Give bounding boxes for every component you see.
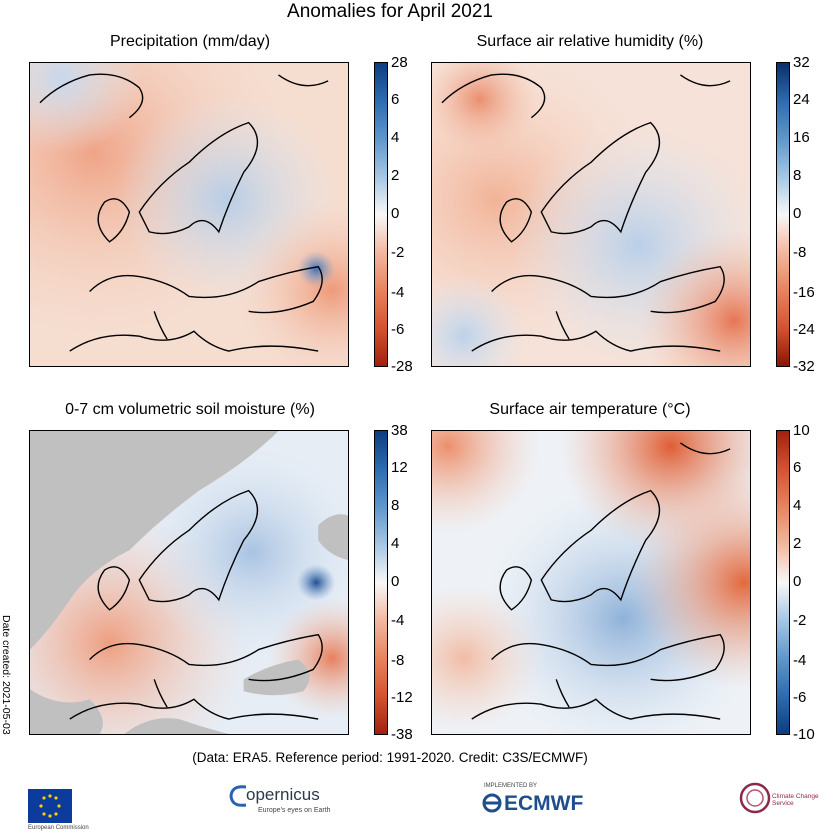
colorbar-precipitation-tick: 2 bbox=[391, 167, 400, 184]
colorbar-soil-moisture-tick: 12 bbox=[391, 459, 408, 476]
copernicus-logo-icon bbox=[229, 785, 247, 807]
panel-title-temperature: Surface air temperature (°C) bbox=[489, 401, 691, 418]
colorbar-precipitation-tick: -6 bbox=[391, 321, 405, 338]
c3s-logo[interactable]: Climate Change Service bbox=[738, 775, 828, 835]
colorbar-precipitation-tick: -4 bbox=[391, 284, 405, 301]
map-temperature-field bbox=[432, 431, 750, 734]
eu-flag-icon bbox=[28, 789, 72, 823]
map-precipitation-field bbox=[30, 63, 348, 366]
colorbar-precipitation-tick: 6 bbox=[391, 91, 400, 108]
colorbar-humidity-tick: 8 bbox=[793, 167, 802, 184]
colorbar-humidity-tick: 0 bbox=[793, 205, 802, 222]
copernicus-tagline: Europe's eyes on Earth bbox=[258, 807, 331, 814]
colorbar-precipitation-tick: -28 bbox=[391, 358, 413, 375]
colorbar-humidity-tick: -24 bbox=[793, 321, 815, 338]
figure-title: Anomalies for April 2021 bbox=[287, 1, 493, 22]
data-credit-footer: (Data: ERA5. Reference period: 1991-2020… bbox=[192, 750, 588, 765]
colorbar-temperature-tick: -4 bbox=[793, 652, 807, 669]
colorbar-soil-moisture-tick: -12 bbox=[391, 689, 413, 706]
copernicus-logo[interactable]: opernicus Europe's eyes on Earth bbox=[228, 775, 331, 835]
date-created-label: Date created: 2021-05-03 bbox=[0, 615, 12, 735]
colorbar-temperature-tick: 0 bbox=[793, 573, 802, 590]
c3s-logo-text: Climate Change Service bbox=[772, 793, 819, 807]
colorbar-soil-moisture-tick: -8 bbox=[391, 652, 405, 669]
map-precipitation bbox=[29, 62, 349, 367]
colorbar-soil-moisture-tick: 38 bbox=[391, 422, 408, 439]
colorbar-soil-moisture-tick: 0 bbox=[391, 573, 400, 590]
colorbar-precipitation-tick: 0 bbox=[391, 205, 400, 222]
ocean-mask bbox=[30, 431, 348, 734]
colorbar-soil-moisture-tick: -4 bbox=[391, 612, 405, 629]
colorbar-humidity-tick: -8 bbox=[793, 244, 807, 261]
colorbar-humidity-tick: 16 bbox=[793, 129, 810, 146]
colorbar-soil-moisture-tick: 8 bbox=[391, 497, 400, 514]
colorbar-temperature-tick: 4 bbox=[793, 497, 802, 514]
copernicus-logo-text: opernicus bbox=[246, 785, 320, 804]
colorbar-precipitation-tick: -2 bbox=[391, 244, 405, 261]
colorbar-temperature bbox=[776, 430, 790, 735]
colorbar-temperature-tick: 6 bbox=[793, 459, 802, 476]
ecmwf-tagline: IMPLEMENTED BY bbox=[484, 783, 538, 789]
ecmwf-logo-icon bbox=[482, 793, 502, 813]
map-humidity-field bbox=[432, 63, 750, 366]
colorbar-soil-moisture bbox=[374, 430, 388, 735]
map-soil-moisture bbox=[29, 430, 349, 735]
colorbar-precipitation-tick: 4 bbox=[391, 129, 400, 146]
map-soil-moisture-field bbox=[30, 431, 348, 734]
ecmwf-logo-text: ECMWF bbox=[504, 792, 584, 815]
colorbar-soil-moisture-tick: 4 bbox=[391, 535, 400, 552]
colorbar-temperature-tick: 10 bbox=[793, 422, 810, 439]
eu-logo-text: European Commission bbox=[28, 825, 89, 831]
c3s-logo-icon bbox=[739, 782, 771, 814]
eu-logo[interactable]: European Commission bbox=[14, 775, 89, 835]
colorbar-precipitation-tick: 28 bbox=[391, 54, 408, 71]
panel-title-precipitation: Precipitation (mm/day) bbox=[109, 33, 271, 50]
colorbar-precipitation bbox=[374, 62, 388, 367]
colorbar-temperature-tick: -10 bbox=[793, 726, 815, 743]
panel-title-humidity: Surface air relative humidity (%) bbox=[476, 33, 704, 50]
colorbar-humidity-tick: 32 bbox=[793, 54, 810, 71]
colorbar-temperature-tick: -6 bbox=[793, 689, 807, 706]
colorbar-temperature-tick: -2 bbox=[793, 612, 807, 629]
colorbar-humidity-tick: -16 bbox=[793, 284, 815, 301]
ecmwf-logo[interactable]: IMPLEMENTED BY ECMWF bbox=[478, 775, 588, 835]
colorbar-humidity-tick: -32 bbox=[793, 358, 815, 375]
colorbar-humidity-tick: 24 bbox=[793, 91, 810, 108]
colorbar-soil-moisture-tick: -38 bbox=[391, 726, 413, 743]
colorbar-humidity bbox=[776, 62, 790, 367]
colorbar-temperature-tick: 2 bbox=[793, 535, 802, 552]
map-temperature bbox=[431, 430, 751, 735]
panel-title-soil-moisture: 0-7 cm volumetric soil moisture (%) bbox=[65, 401, 315, 418]
map-humidity bbox=[431, 62, 751, 367]
